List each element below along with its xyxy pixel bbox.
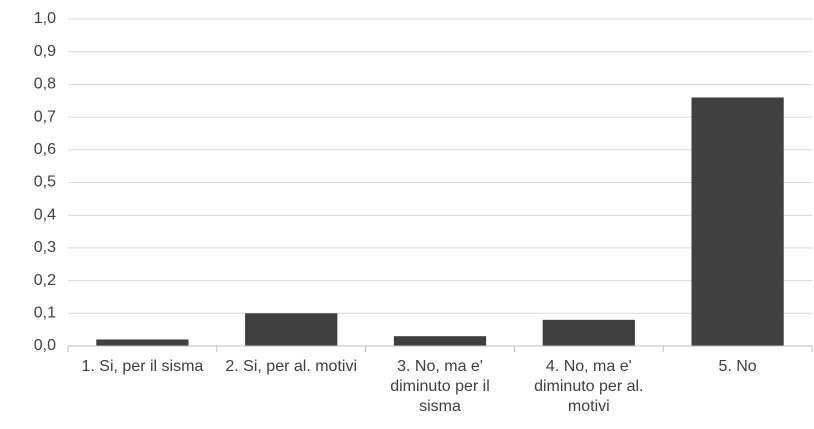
bar xyxy=(542,319,635,346)
y-tick-label: 0,5 xyxy=(34,174,56,191)
y-tick-label: 0,2 xyxy=(34,272,56,289)
y-tick-label: 0,0 xyxy=(34,337,56,354)
y-tick-label: 0,4 xyxy=(34,206,56,223)
y-tick-label: 0,6 xyxy=(34,141,56,158)
x-tick-label: 5. No xyxy=(718,358,757,375)
x-tick-label: 4. No, ma e' diminuto per al. motivi xyxy=(534,358,644,415)
y-tick-label: 0,9 xyxy=(34,43,56,60)
y-tick-label: 0,8 xyxy=(34,76,56,93)
bar xyxy=(691,97,784,346)
y-tick-label: 0,1 xyxy=(34,305,56,322)
bar xyxy=(245,313,338,346)
x-tick-label: 2. Si, per al. motivi xyxy=(225,358,357,375)
bar xyxy=(96,339,189,346)
y-tick-label: 1,0 xyxy=(34,10,56,27)
y-tick-label: 0,7 xyxy=(34,108,56,125)
bar xyxy=(393,336,487,346)
y-tick-label: 0,3 xyxy=(34,239,56,256)
x-tick-label: 1. Si, per il sisma xyxy=(81,358,204,375)
x-tick-label: 3. No, ma e' diminuto per il sisma xyxy=(390,358,490,415)
